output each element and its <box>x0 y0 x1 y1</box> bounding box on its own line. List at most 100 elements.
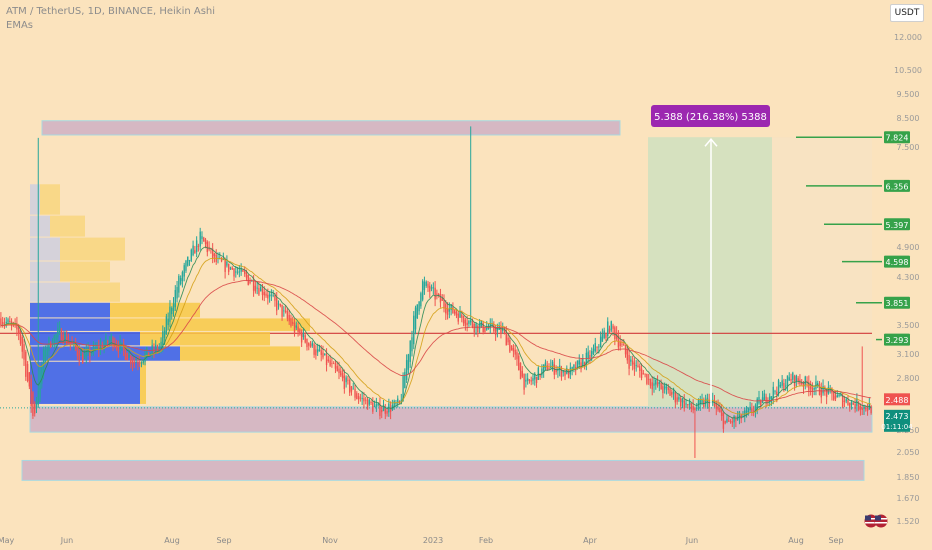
candle-body <box>870 406 872 414</box>
candle-body <box>332 363 335 365</box>
candle-body <box>468 320 470 324</box>
candle-body <box>94 347 96 350</box>
candle-body <box>110 335 112 341</box>
candle-body <box>704 399 707 405</box>
candle-body <box>240 268 242 272</box>
candle-body <box>238 271 241 273</box>
candle-body <box>256 287 258 289</box>
candle-body <box>471 321 474 327</box>
candle-body <box>820 389 822 398</box>
tools-layer: 7.824 6.356 5.397 4.598 3.851 3.293 5.388 (216… <box>651 105 910 407</box>
candle-body <box>640 368 643 378</box>
candle-body <box>457 313 459 322</box>
target-label-bg <box>884 296 910 309</box>
candle-body <box>728 420 730 422</box>
candle-body <box>58 326 61 333</box>
candle-body <box>402 376 404 401</box>
candle-body <box>459 311 461 318</box>
y-axis-tick: 4.900 <box>897 243 920 252</box>
candle-body <box>292 321 294 324</box>
y-axis-tick: 3.500 <box>897 321 920 330</box>
candle-body <box>80 353 82 356</box>
candle-body <box>651 382 653 390</box>
x-axis-tick: Feb <box>479 536 493 545</box>
candle-body <box>690 403 693 409</box>
flag-icon[interactable] <box>864 514 888 528</box>
candle-body <box>434 287 436 300</box>
candle-body <box>270 294 273 296</box>
candle-body <box>9 320 11 323</box>
target-label-bg <box>884 131 910 144</box>
candle-body <box>857 402 860 410</box>
candle-body <box>500 327 502 334</box>
candle-body <box>324 353 326 355</box>
candle-body <box>761 397 764 403</box>
candle-body <box>39 370 41 398</box>
candle-body <box>158 347 160 349</box>
candle-body <box>760 400 762 406</box>
candle-body <box>437 294 440 295</box>
candle-body <box>530 380 532 382</box>
candle-body <box>329 360 331 366</box>
candle-body <box>146 347 148 358</box>
candle-body <box>1 321 4 324</box>
volume-bar-sell <box>110 302 200 318</box>
candle-body <box>765 396 767 404</box>
candle-body <box>425 281 427 286</box>
x-axis-tick: Aug <box>164 536 180 545</box>
candle-body <box>82 354 84 364</box>
candle-body <box>156 347 159 351</box>
candle-body <box>801 381 803 385</box>
candle-body <box>106 341 109 343</box>
candle-body <box>206 241 209 253</box>
candle-body <box>114 342 116 347</box>
currency-button[interactable]: USDT <box>890 4 924 22</box>
candle-body <box>582 358 584 366</box>
candle-body <box>591 351 593 357</box>
candle-body <box>117 346 120 352</box>
volume-bar-sell <box>70 282 120 302</box>
candle-body <box>302 333 305 338</box>
target-label-bg <box>884 333 910 346</box>
candle-body <box>167 318 169 326</box>
candle-body <box>211 248 214 259</box>
candle-body <box>624 344 627 355</box>
candle-body <box>315 349 317 356</box>
candle-body <box>245 272 248 278</box>
candle-body <box>258 288 260 295</box>
candle-body <box>432 287 435 289</box>
candle-body <box>646 373 648 384</box>
candle-body <box>420 293 422 307</box>
support-zone <box>29 406 873 433</box>
candle-body <box>841 394 844 407</box>
candle-body <box>37 390 39 405</box>
candle-body <box>90 353 93 354</box>
candle-body <box>671 392 673 395</box>
candle-body <box>407 354 410 370</box>
candle-body <box>461 314 463 318</box>
candle-body <box>96 345 98 349</box>
candle-body <box>599 336 602 347</box>
candle-body <box>494 327 497 336</box>
indicator-label[interactable]: EMAs <box>6 20 33 31</box>
candle-body <box>436 293 438 295</box>
candle-body <box>235 271 237 273</box>
candle-body <box>188 260 191 262</box>
candle-body <box>229 267 232 269</box>
candle-body <box>361 397 363 399</box>
candle-body <box>409 340 411 362</box>
candle-body <box>608 328 611 333</box>
candle-body <box>334 363 337 369</box>
candle-body <box>603 330 605 338</box>
candle-body <box>532 378 534 381</box>
candle-body <box>514 349 516 355</box>
candle-body <box>747 408 750 413</box>
candle-body <box>574 366 577 371</box>
candle-body <box>674 392 677 403</box>
candle-body <box>44 349 47 362</box>
candle-body <box>441 298 443 301</box>
ema-fast-line <box>0 246 872 419</box>
candle-body <box>162 331 164 345</box>
candle-body <box>836 395 838 398</box>
